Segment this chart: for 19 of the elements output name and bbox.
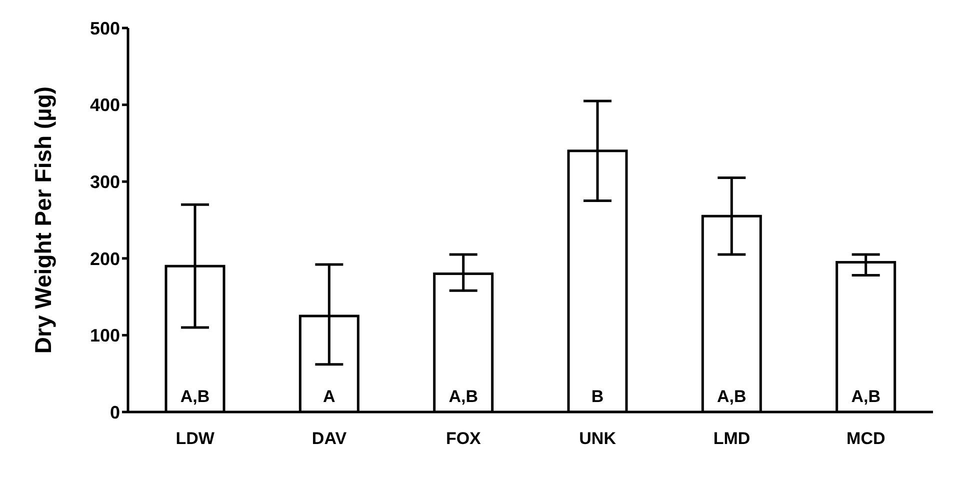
y-tick-label: 500: [90, 18, 120, 38]
y-tick-label: 400: [90, 95, 120, 116]
y-tick-label: 300: [90, 172, 120, 192]
data-label: A,B: [180, 387, 210, 406]
data-label: B: [591, 387, 604, 406]
data-label: A: [323, 387, 336, 406]
x-tick-label: FOX: [446, 429, 482, 448]
y-tick-label: 200: [90, 248, 120, 269]
y-tick-label: 100: [90, 326, 120, 346]
data-label: A,B: [717, 387, 746, 406]
x-tick-label: MCD: [846, 429, 886, 448]
data-label: A,B: [448, 387, 478, 406]
x-tick-label: LDW: [176, 429, 216, 448]
x-tick-label: UNK: [579, 429, 617, 448]
x-tick-label: DAV: [312, 429, 348, 448]
y-tick-label: 0: [110, 402, 120, 422]
y-axis-title: Dry Weight Per Fish (µg): [30, 86, 56, 354]
data-label: A,B: [851, 387, 880, 406]
x-tick-label: LMD: [713, 429, 750, 448]
